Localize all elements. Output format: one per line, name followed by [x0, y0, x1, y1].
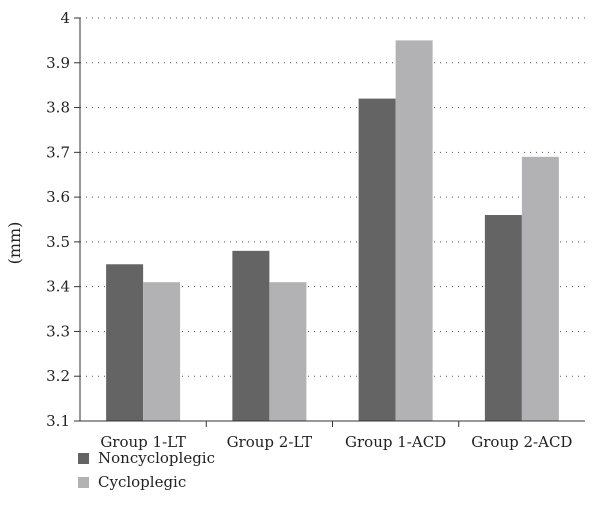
legend-swatch-cycloplegic	[78, 477, 89, 488]
y-axis-title: (mm)	[5, 222, 24, 265]
y-tick-label: 3.3	[46, 322, 70, 340]
y-tick-label: 3.8	[46, 99, 70, 117]
y-tick-label: 3.6	[46, 188, 70, 206]
legend: Noncycloplegic Cycloplegic	[78, 449, 215, 491]
x-category-labels: Group 1-LT Group 2-LT Group 1-ACD Group 2-A…	[100, 433, 572, 451]
bar-cycloplegic-group-2-acd	[521, 156, 559, 422]
bar-noncycloplegic-group-2-acd	[484, 215, 522, 421]
y-tick-label: 3.7	[46, 143, 70, 161]
bar-noncycloplegic-group-1-lt	[106, 264, 144, 421]
y-tick-label: 3.9	[46, 54, 70, 72]
legend-label-noncycloplegic: Noncycloplegic	[98, 449, 215, 467]
y-tick-label: 3.1	[46, 412, 70, 430]
bar-noncycloplegic-group-2-lt	[232, 250, 270, 421]
y-tick-label: 3.2	[46, 367, 70, 385]
y-tick-label: 4	[60, 9, 70, 27]
legend-label-cycloplegic: Cycloplegic	[98, 473, 186, 491]
x-category-label: Group 2-LT	[227, 433, 313, 451]
bar-cycloplegic-group-1-acd	[395, 40, 433, 422]
bar-noncycloplegic-group-1-acd	[358, 98, 396, 421]
y-tick-label: 3.5	[46, 233, 70, 251]
y-tick-labels: 3.1 3.2 3.3 3.4 3.5 3.6 3.7 3.8 3.9 4	[46, 9, 70, 430]
x-category-label: Group 1-LT	[100, 433, 186, 451]
y-tick-label: 3.4	[46, 278, 70, 296]
legend-swatch-noncycloplegic	[78, 453, 89, 464]
axes	[74, 17, 585, 427]
bar-cycloplegic-group-2-lt	[269, 282, 307, 421]
x-category-label: Group 2-ACD	[471, 433, 572, 451]
x-category-label: Group 1-ACD	[345, 433, 446, 451]
bars	[106, 40, 559, 422]
bar-cycloplegic-group-1-lt	[143, 282, 181, 421]
